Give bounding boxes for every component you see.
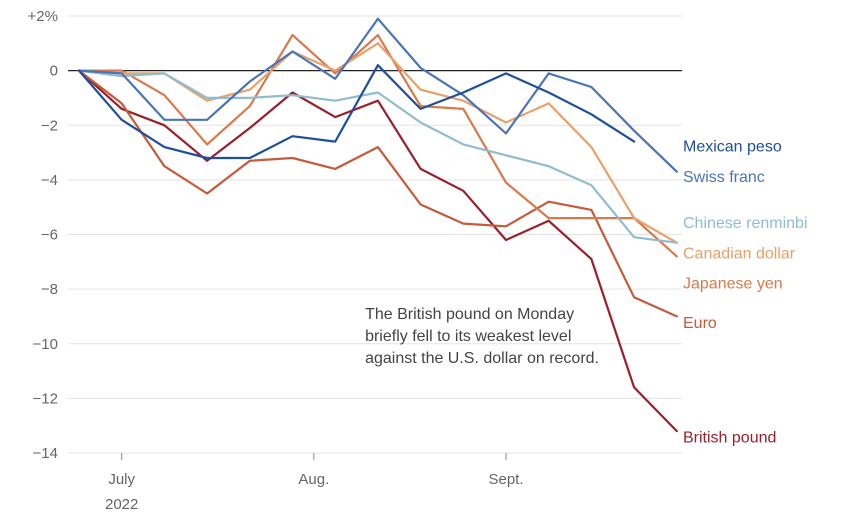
series-line-swiss-franc — [77, 17, 678, 173]
series-label-japanese-yen: Japanese yen — [683, 275, 783, 292]
y-tick-label: −10 — [33, 336, 58, 353]
x-tick-sublabel: 2022 — [105, 496, 138, 513]
y-tick-label: +2% — [28, 8, 58, 25]
series-lines — [77, 17, 678, 433]
x-tick-label: Aug. — [298, 471, 329, 488]
y-tick-label: −14 — [33, 445, 58, 462]
annotation-line: The British pound on Monday — [365, 306, 574, 323]
grid-lines — [68, 15, 682, 454]
x-tick-label: July — [108, 471, 135, 488]
annotation-text: The British pound on Monday briefly fell … — [365, 306, 599, 367]
series-label-euro: Euro — [683, 315, 717, 332]
x-tick-label: Sept. — [488, 471, 523, 488]
series-label-mexican-peso: Mexican peso — [683, 139, 782, 156]
y-axis-tick-labels: +2% 0 −2 −4 −6 −8 −10 −12 −14 — [28, 8, 58, 462]
y-tick-label: −8 — [41, 281, 58, 298]
annotation-line: against the U.S. dollar on record. — [365, 350, 599, 367]
y-tick-label: −4 — [41, 172, 58, 189]
series-label-canadian-dollar: Canadian dollar — [683, 245, 796, 262]
series-end-labels: Mexican peso Swiss franc Chinese renminbi C… — [683, 139, 808, 447]
series-line-canadian-dollar — [77, 42, 678, 244]
y-tick-label: −6 — [41, 227, 58, 244]
y-tick-label: −12 — [33, 390, 58, 407]
series-label-swiss-franc: Swiss franc — [683, 169, 765, 186]
x-axis-ticks: July 2022 Aug. Sept. — [105, 453, 524, 513]
series-line-chinese-renminbi — [77, 69, 678, 244]
annotation-line: briefly fell to its weakest level — [365, 328, 571, 345]
series-label-chinese-renminbi: Chinese renminbi — [683, 215, 808, 232]
series-line-mexican-peso — [77, 64, 636, 160]
series-line-euro — [77, 69, 678, 318]
series-line-japanese-yen — [77, 33, 678, 258]
y-tick-label: −2 — [41, 117, 58, 134]
y-tick-label: 0 — [50, 63, 58, 80]
series-label-british-pound: British pound — [683, 430, 776, 447]
series-line-british-pound — [77, 69, 678, 433]
